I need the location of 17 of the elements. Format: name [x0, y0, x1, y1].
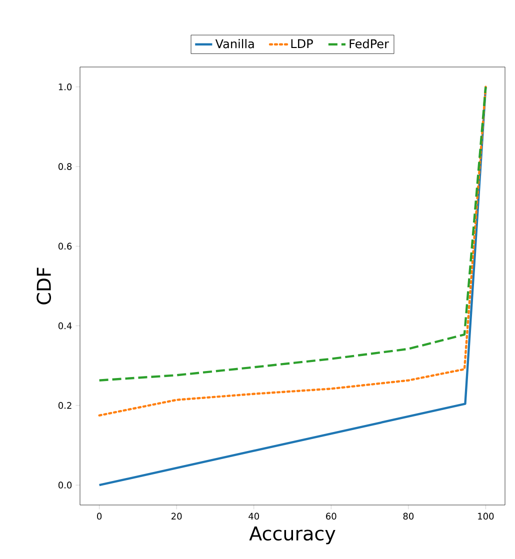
x-tick-label: 80 [403, 512, 414, 520]
x-tick-label: 100 [478, 512, 494, 520]
legend-label: LDP [291, 39, 313, 48]
y-axis-title: CDF [36, 268, 52, 304]
y-tick-label: 0.6 [58, 242, 72, 250]
legend-label: FedPer [350, 39, 389, 48]
x-tick-label: 60 [326, 512, 336, 520]
x-tick-label: 20 [172, 512, 182, 520]
y-tick-label: 1.0 [58, 84, 72, 90]
y-tick-label: 0.2 [58, 402, 72, 409]
legend-label: Vanilla [215, 39, 254, 48]
y-tick-label: 0.0 [58, 482, 72, 488]
y-tick-label: 0.8 [58, 163, 72, 170]
y-tick-label: 0.4 [58, 322, 72, 330]
x-axis-title: Accuracy [249, 526, 336, 544]
x-tick-label: 40 [248, 512, 259, 520]
x-tick-label: 0 [97, 512, 102, 520]
